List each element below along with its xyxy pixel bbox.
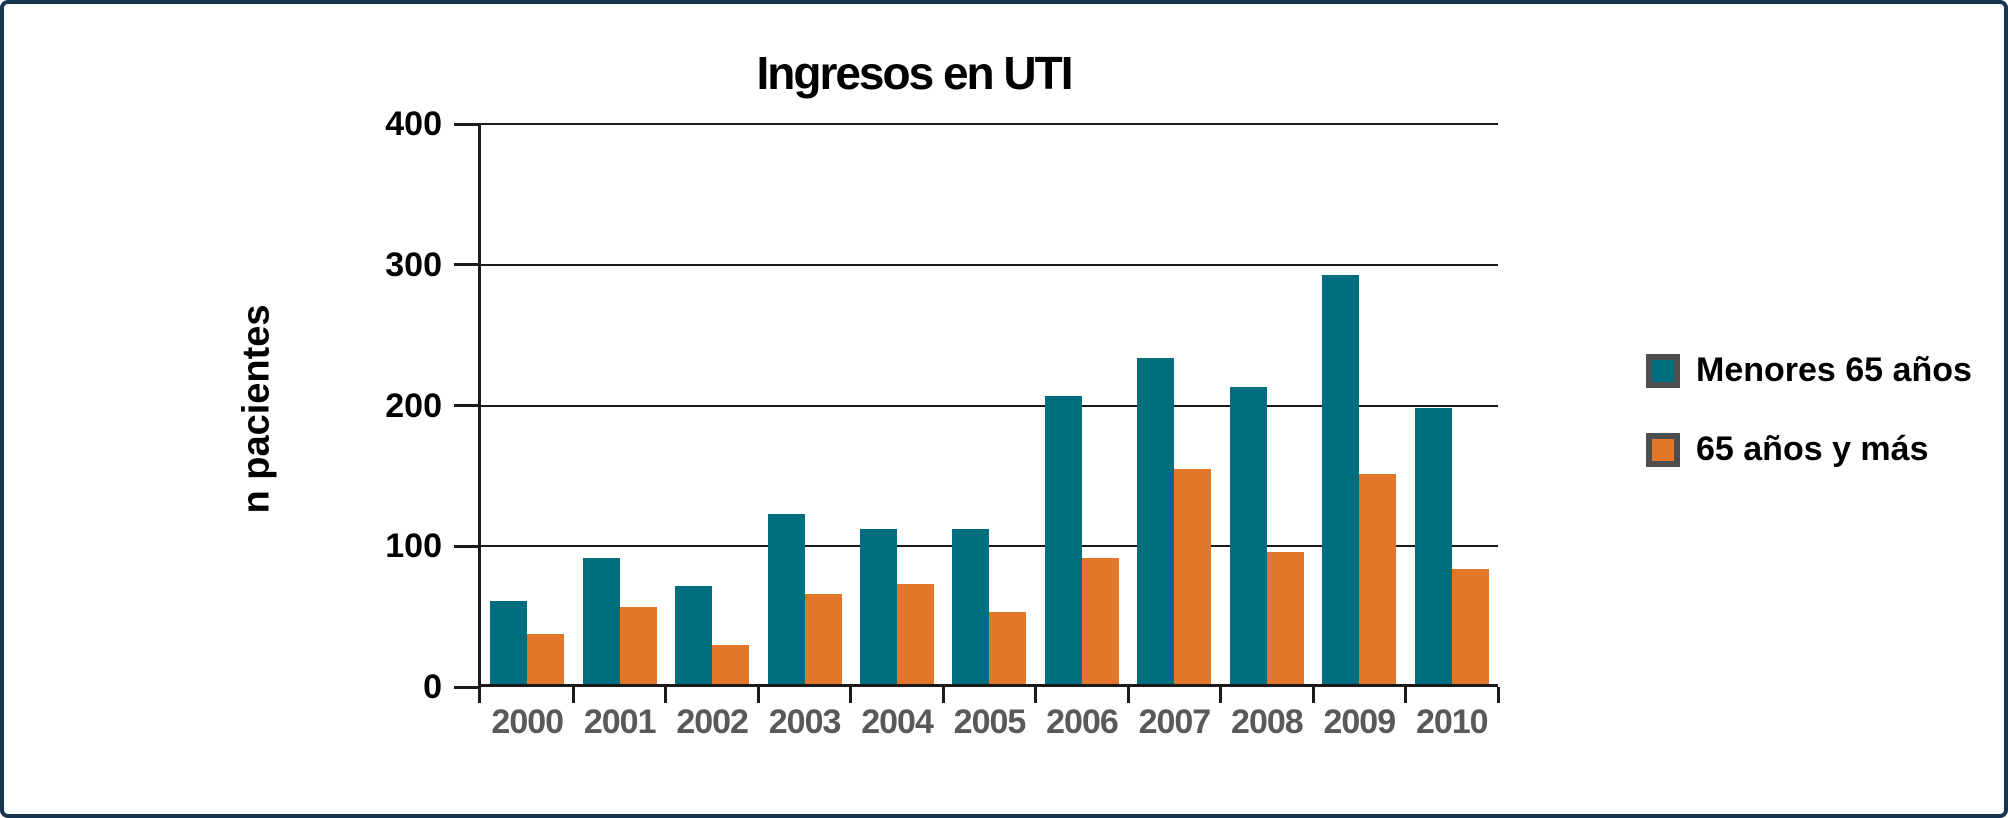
legend-swatch-65-y-mas bbox=[1646, 432, 1680, 467]
bar-2003-menores-65 bbox=[767, 513, 805, 687]
bar-2004-menores-65 bbox=[860, 529, 898, 687]
x-tick-label-2007: 2007 bbox=[1138, 703, 1212, 741]
x-tick-9 bbox=[1311, 687, 1315, 703]
bar-2010-65-y-mas bbox=[1451, 568, 1489, 687]
bar-2009-menores-65 bbox=[1322, 274, 1360, 687]
legend-swatch-menores-65 bbox=[1646, 353, 1680, 388]
bar-group-2000 bbox=[481, 124, 573, 687]
x-axis-line bbox=[481, 684, 1498, 687]
y-tick-label-100: 100 bbox=[385, 527, 442, 566]
x-tick-label-2009: 2009 bbox=[1323, 703, 1396, 741]
bar-group-2003 bbox=[758, 124, 850, 687]
bar-2006-65-y-mas bbox=[1081, 557, 1119, 687]
bar-series-container bbox=[481, 124, 1498, 687]
gridline-100 bbox=[481, 545, 1498, 548]
bar-group-2001 bbox=[573, 124, 665, 687]
bar-2000-65-y-mas bbox=[527, 633, 565, 687]
plot-area bbox=[454, 122, 1500, 703]
x-tick-label-2005: 2005 bbox=[953, 703, 1027, 741]
y-tick-200 bbox=[454, 404, 481, 407]
chart-title: Ingresos en UTI bbox=[756, 47, 1073, 99]
bar-2007-menores-65 bbox=[1137, 357, 1175, 687]
bar-2005-menores-65 bbox=[952, 529, 990, 687]
bar-group-2008 bbox=[1221, 124, 1313, 687]
x-tick-5 bbox=[941, 687, 945, 703]
bar-2002-menores-65 bbox=[675, 585, 713, 687]
x-tick-labels: 2000 2001 2002 2003 2004 2005 2006 2007 2008 2009… bbox=[481, 703, 1498, 742]
x-tick-label-2001: 2001 bbox=[583, 703, 657, 741]
x-tick-11 bbox=[1496, 687, 1500, 703]
bar-2010-menores-65 bbox=[1414, 408, 1452, 687]
bar-group-2009 bbox=[1313, 124, 1405, 687]
bar-group-2002 bbox=[666, 124, 758, 687]
x-tick-1 bbox=[571, 687, 575, 703]
y-tick-400 bbox=[454, 122, 481, 126]
bar-2001-menores-65 bbox=[582, 557, 620, 687]
y-tick-label-200: 200 bbox=[385, 386, 442, 425]
x-tick-label-2006: 2006 bbox=[1046, 703, 1119, 741]
y-axis-line bbox=[478, 124, 481, 703]
bar-2000-menores-65 bbox=[490, 601, 528, 687]
y-tick-100 bbox=[454, 544, 481, 548]
bar-group-2005 bbox=[943, 124, 1035, 687]
x-tick-8 bbox=[1219, 687, 1223, 703]
x-tick-3 bbox=[756, 687, 760, 703]
bar-group-2004 bbox=[851, 124, 943, 687]
x-tick-label-2010: 2010 bbox=[1415, 703, 1489, 741]
bar-2008-65-y-mas bbox=[1266, 551, 1304, 687]
bar-2005-65-y-mas bbox=[989, 612, 1027, 687]
legend-item-65-y-mas: 65 años y más bbox=[1646, 430, 1972, 469]
x-tick-10 bbox=[1404, 687, 1408, 703]
y-tick-label-0: 0 bbox=[423, 668, 442, 706]
bar-2004-65-y-mas bbox=[897, 584, 935, 687]
y-tick-label-400: 400 bbox=[385, 105, 442, 143]
bar-2009-65-y-mas bbox=[1359, 474, 1397, 687]
bar-group-2006 bbox=[1036, 124, 1128, 687]
y-tick-0 bbox=[454, 685, 481, 689]
gridline-300 bbox=[481, 263, 1498, 266]
bar-2008-menores-65 bbox=[1229, 387, 1267, 687]
y-tick-300 bbox=[454, 263, 481, 267]
x-tick-label-2008: 2008 bbox=[1231, 703, 1304, 741]
bar-2002-65-y-mas bbox=[712, 644, 750, 687]
bar-group-2007 bbox=[1128, 124, 1220, 687]
legend-label-65-y-mas: 65 años y más bbox=[1696, 430, 1929, 468]
bar-group-2010 bbox=[1406, 124, 1498, 687]
x-tick-7 bbox=[1126, 687, 1130, 703]
x-tick-6 bbox=[1034, 687, 1038, 703]
bar-2007-65-y-mas bbox=[1174, 468, 1212, 687]
legend-item-menores-65: Menores 65 años bbox=[1646, 351, 1972, 390]
gridline-200 bbox=[481, 404, 1498, 407]
bar-2003-65-y-mas bbox=[804, 594, 842, 687]
x-tick-4 bbox=[849, 687, 853, 703]
bar-2006-menores-65 bbox=[1044, 395, 1082, 687]
bar-2001-65-y-mas bbox=[619, 606, 657, 687]
x-tick-label-2000: 2000 bbox=[491, 703, 564, 741]
x-tick-2 bbox=[664, 687, 668, 703]
legend: Menores 65 años 65 años y más bbox=[1646, 351, 1972, 469]
x-tick-label-2002: 2002 bbox=[676, 703, 749, 741]
legend-label-menores-65: Menores 65 años bbox=[1696, 351, 1972, 389]
x-tick-label-2004: 2004 bbox=[861, 703, 934, 741]
x-tick-label-2003: 2003 bbox=[768, 703, 842, 741]
y-tick-label-300: 300 bbox=[385, 245, 442, 284]
gridline-400 bbox=[481, 123, 1498, 125]
